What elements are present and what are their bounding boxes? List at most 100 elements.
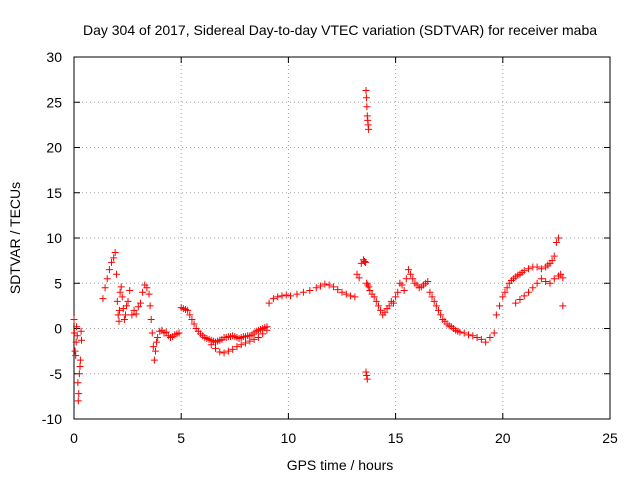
data-point <box>105 266 113 274</box>
data-point <box>237 341 245 349</box>
data-point <box>389 299 397 307</box>
data-point <box>130 306 138 314</box>
data-point <box>188 315 196 323</box>
data-point <box>259 330 267 338</box>
data-point <box>516 296 524 304</box>
data-point <box>503 284 511 292</box>
grid <box>74 57 610 419</box>
data-point <box>434 306 442 314</box>
chart-title: Day 304 of 2017, Sidereal Day-to-day VTE… <box>83 22 597 38</box>
data-point <box>496 302 504 310</box>
data-point <box>464 331 472 339</box>
data-point <box>486 334 494 342</box>
data-point <box>148 329 156 337</box>
data-point <box>72 338 80 346</box>
y-tick-label: 0 <box>54 321 62 337</box>
data-point <box>492 311 500 319</box>
data-point <box>150 356 158 364</box>
data-point <box>364 281 372 289</box>
data-point <box>78 336 86 344</box>
data-point <box>426 288 434 296</box>
data-point <box>347 292 355 300</box>
data-point <box>147 315 155 323</box>
data-point <box>151 347 159 355</box>
data-point <box>114 311 122 319</box>
data-point <box>312 284 320 292</box>
data-point <box>529 284 537 292</box>
data-point <box>559 302 567 310</box>
x-tick-label: 20 <box>495 430 511 446</box>
x-tick-label: 0 <box>70 430 78 446</box>
data-point <box>207 341 215 349</box>
data-point <box>75 370 83 378</box>
data-point <box>250 335 258 343</box>
data-point <box>477 335 485 343</box>
data-point <box>428 293 436 301</box>
data-point <box>533 263 541 271</box>
data-point <box>533 279 541 287</box>
data-point <box>224 347 232 355</box>
data-point <box>116 288 124 296</box>
data-point <box>329 283 337 291</box>
data-point <box>546 279 554 287</box>
data-point <box>363 375 371 383</box>
data-point <box>432 302 440 310</box>
data-point <box>542 277 550 285</box>
data-point <box>537 275 545 283</box>
data-point <box>362 94 370 102</box>
data-point <box>143 284 151 292</box>
data-point <box>424 277 432 285</box>
data-point <box>117 283 125 291</box>
data-point <box>365 125 373 133</box>
data-point <box>363 103 371 111</box>
data-point <box>190 320 198 328</box>
data-point <box>212 344 220 352</box>
data-point <box>162 328 170 336</box>
data-point <box>75 390 83 398</box>
data-point <box>469 332 477 340</box>
data-point <box>325 281 333 289</box>
data-point <box>108 258 116 266</box>
data-point <box>118 293 126 301</box>
data-point <box>278 292 286 300</box>
data-point <box>490 329 498 337</box>
data-point <box>71 347 79 355</box>
data-point <box>520 292 528 300</box>
data-point <box>334 286 342 294</box>
data-point <box>121 311 129 319</box>
data-point <box>254 334 262 342</box>
data-point <box>153 338 161 346</box>
y-tick-label: 20 <box>46 140 62 156</box>
data-point <box>460 329 468 337</box>
data-point <box>374 302 382 310</box>
data-point <box>555 234 563 242</box>
data-point <box>317 282 325 290</box>
data-point <box>520 267 528 275</box>
y-tick-label: 15 <box>46 185 62 201</box>
data-point <box>229 345 237 353</box>
data-point <box>99 295 107 303</box>
data-point <box>555 272 563 280</box>
data-point <box>120 315 128 323</box>
data-point <box>128 311 136 319</box>
data-point <box>430 297 438 305</box>
data-point <box>242 339 250 347</box>
data-point <box>525 265 533 273</box>
data-point <box>110 254 118 262</box>
data-point <box>293 290 301 298</box>
data-point <box>70 315 78 323</box>
x-tick-label: 5 <box>177 430 185 446</box>
data-point <box>501 288 509 296</box>
data-point <box>548 257 556 265</box>
data-point <box>126 286 134 294</box>
y-tick-label: 10 <box>46 230 62 246</box>
data-point <box>407 270 415 278</box>
data-point <box>76 363 84 371</box>
data-point <box>381 308 389 316</box>
data-point <box>287 292 295 300</box>
data-point <box>306 286 314 294</box>
data-point <box>377 306 385 314</box>
data-point <box>299 288 307 296</box>
data-point <box>136 299 144 307</box>
